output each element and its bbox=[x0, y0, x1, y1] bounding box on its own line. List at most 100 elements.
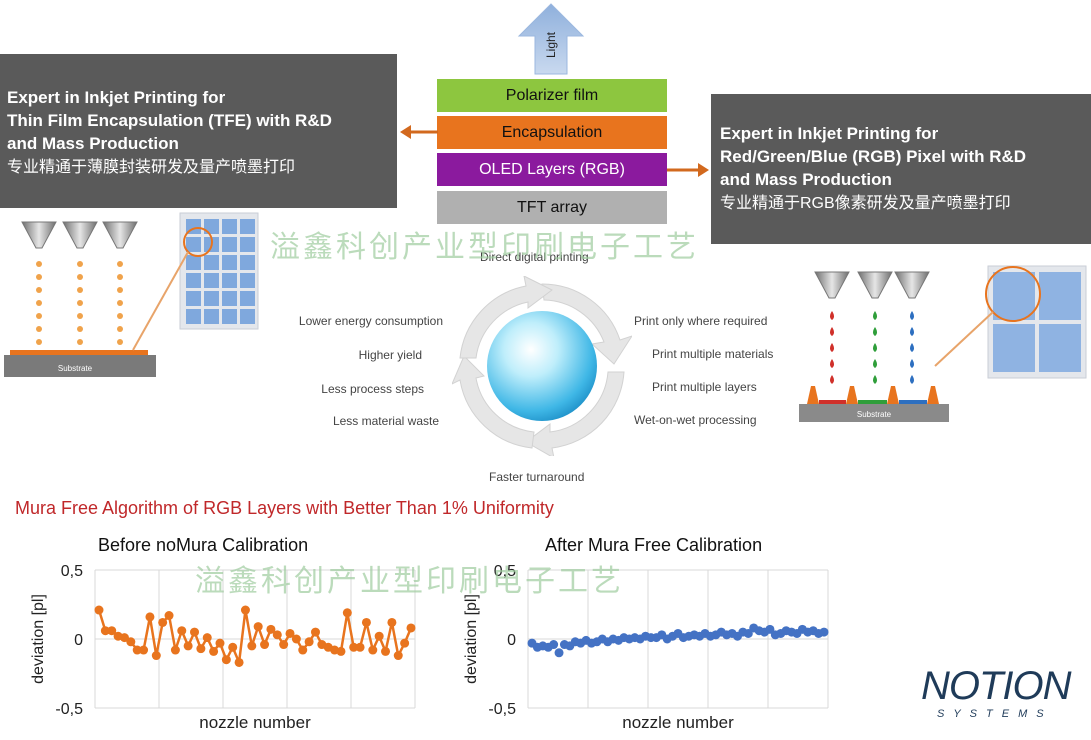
data-point bbox=[336, 646, 346, 656]
pixel-cell bbox=[222, 273, 237, 288]
benefit-left-3: Less process steps bbox=[321, 382, 424, 396]
droplet-sphere bbox=[487, 311, 597, 421]
nozzle-icon bbox=[814, 271, 930, 299]
pixel-cell bbox=[204, 273, 219, 288]
arrow-right-icon bbox=[667, 163, 709, 177]
benefit-right-1: Print only where required bbox=[634, 314, 768, 328]
data-point bbox=[355, 642, 365, 652]
substrate-label: Substrate bbox=[58, 364, 93, 373]
rgb-line-cn: 专业精通于RGB像素研发及量产喷墨打印 bbox=[720, 195, 1011, 212]
droplet-icon bbox=[77, 339, 83, 345]
data-point bbox=[196, 644, 206, 654]
data-point bbox=[387, 617, 397, 627]
rgb-line-3: and Mass Production bbox=[720, 170, 892, 189]
chart-1-title: Before noMura Calibration bbox=[98, 535, 309, 555]
droplet-icon bbox=[910, 343, 914, 352]
data-point bbox=[253, 622, 263, 632]
data-point bbox=[164, 611, 174, 621]
pixel-cell bbox=[222, 309, 237, 324]
data-point bbox=[139, 645, 149, 655]
pixel-cell bbox=[240, 255, 255, 270]
data-point bbox=[228, 642, 238, 652]
droplet-icon bbox=[830, 375, 834, 384]
y-tick-label: -0,5 bbox=[488, 701, 516, 718]
light-arrow bbox=[517, 3, 585, 75]
droplet-icon bbox=[117, 339, 123, 345]
data-point bbox=[126, 637, 136, 647]
data-point bbox=[374, 631, 384, 641]
droplet-icon bbox=[910, 375, 914, 384]
droplet-icon bbox=[873, 343, 877, 352]
data-point bbox=[234, 657, 244, 667]
chart-after: 0,5 0 -0,5 nozzle number deviation [pl] bbox=[463, 563, 829, 732]
pixel-cell bbox=[222, 219, 237, 234]
x-axis-label: nozzle number bbox=[622, 713, 734, 732]
pixel-cell bbox=[204, 219, 219, 234]
data-point bbox=[298, 645, 308, 655]
data-point bbox=[240, 605, 250, 615]
data-point bbox=[119, 633, 129, 643]
pixel-cell bbox=[186, 237, 201, 252]
nozzle-icon bbox=[21, 221, 138, 249]
data-point bbox=[221, 655, 231, 665]
x-axis-label: nozzle number bbox=[199, 713, 311, 732]
logo-main: NOTION bbox=[921, 664, 1072, 708]
data-point bbox=[393, 651, 403, 661]
chart-before: 0,5 0 -0,5 nozzle number deviation [pl] bbox=[30, 563, 416, 732]
benefit-right-4: Wet-on-wet processing bbox=[634, 413, 757, 427]
pixel-cell bbox=[240, 219, 255, 234]
chart-2-title: After Mura Free Calibration bbox=[545, 535, 763, 555]
tfe-line-2: Thin Film Encapsulation (TFE) with R&D bbox=[7, 111, 332, 130]
data-point bbox=[304, 637, 314, 647]
substrate-label: Substrate bbox=[857, 410, 892, 419]
benefit-left-2: Higher yield bbox=[358, 348, 422, 362]
droplet-icon bbox=[77, 261, 83, 267]
data-point bbox=[743, 628, 753, 638]
pixel-cell bbox=[186, 309, 201, 324]
data-point bbox=[349, 642, 359, 652]
data-point bbox=[151, 651, 161, 661]
benefit-top: Direct digital printing bbox=[480, 250, 589, 264]
pixel-cell bbox=[186, 291, 201, 306]
pixel-cell bbox=[240, 291, 255, 306]
stack-layer-encapsulation: Encapsulation bbox=[437, 116, 667, 149]
pixel-cell bbox=[240, 273, 255, 288]
droplet-icon bbox=[36, 326, 42, 332]
data-point bbox=[202, 633, 212, 643]
droplet-icon bbox=[117, 326, 123, 332]
data-point bbox=[272, 630, 282, 640]
data-point bbox=[266, 624, 276, 634]
arrow-left-icon bbox=[400, 125, 438, 139]
droplet-icon bbox=[117, 287, 123, 293]
data-point bbox=[100, 626, 110, 636]
data-point bbox=[177, 626, 187, 636]
data-point bbox=[310, 627, 320, 637]
droplet-icon bbox=[36, 274, 42, 280]
data-point bbox=[819, 627, 829, 637]
droplet-icon bbox=[830, 311, 834, 320]
benefit-bottom: Faster turnaround bbox=[489, 470, 585, 484]
droplet-icon bbox=[910, 311, 914, 320]
droplet-icon bbox=[36, 261, 123, 345]
data-point bbox=[285, 628, 295, 638]
data-point bbox=[400, 638, 410, 648]
droplet-icon bbox=[117, 313, 123, 319]
droplet-icon bbox=[36, 300, 42, 306]
droplet-icon bbox=[77, 313, 83, 319]
data-point bbox=[291, 634, 301, 644]
rgb-line-2: Red/Green/Blue (RGB) Pixel with R&D bbox=[720, 147, 1027, 166]
y-axis-label: deviation [pl] bbox=[463, 594, 480, 684]
data-point bbox=[107, 626, 117, 636]
droplet-icon bbox=[77, 326, 83, 332]
pixel-cell bbox=[204, 291, 219, 306]
tfe-line-cn: 专业精通于薄膜封装研发及量产喷墨打印 bbox=[7, 159, 296, 176]
data-point bbox=[361, 617, 371, 627]
tfe-line-3: and Mass Production bbox=[7, 134, 179, 153]
pixel-cell bbox=[240, 237, 255, 252]
data-point bbox=[260, 640, 270, 650]
droplet-icon bbox=[117, 261, 123, 267]
droplet-icon bbox=[873, 327, 877, 336]
data-point bbox=[183, 641, 193, 651]
data-point bbox=[209, 646, 219, 656]
notion-systems-logo: NOTION SYSTEMS bbox=[921, 664, 1081, 734]
